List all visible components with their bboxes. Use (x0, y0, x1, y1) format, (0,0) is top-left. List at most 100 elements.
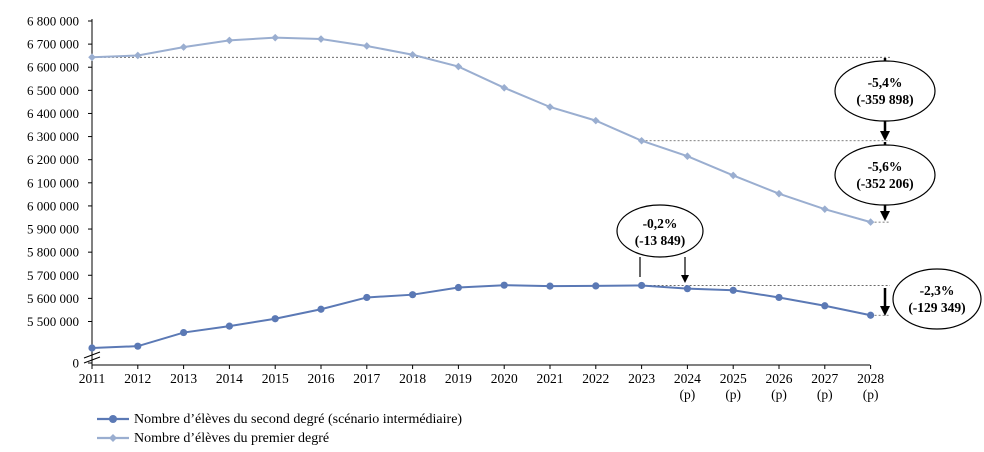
y-tick-label: 6 000 000 (27, 198, 79, 213)
data-point (867, 312, 874, 319)
y-tick-label: 5 600 000 (27, 291, 79, 306)
annotation-abs: (-13 849) (635, 233, 686, 248)
x-tick-label: 2017 (353, 371, 380, 386)
annotation-pct: -5,6% (868, 159, 903, 174)
y-tick-label: 6 100 000 (27, 175, 79, 190)
data-point (546, 283, 553, 290)
y-tick-label: 5 500 000 (27, 314, 79, 329)
data-point (226, 323, 233, 330)
data-point (409, 291, 416, 298)
annotation-bubble (617, 205, 703, 257)
data-point (684, 152, 692, 160)
x-tick-label: 2016 (308, 371, 335, 386)
x-tick-label: 2015 (262, 371, 289, 386)
x-tick-label: 2021 (537, 371, 564, 386)
data-point (729, 172, 737, 180)
x-tick-sublabel: (p) (771, 387, 787, 402)
arrow-head-icon (880, 211, 890, 221)
y-tick-label: 6 200 000 (27, 152, 79, 167)
data-point (867, 218, 875, 226)
y-tick-label: 6 500 000 (27, 83, 79, 98)
y-tick-label: 5 700 000 (27, 268, 79, 283)
y-tick-label: 6 300 000 (27, 129, 79, 144)
data-point (363, 294, 370, 301)
x-tick-label: 2023 (628, 371, 655, 386)
x-tick-label: 2014 (216, 371, 243, 386)
reference-lines (92, 57, 890, 315)
legend-circle-marker-icon (96, 412, 130, 426)
x-axis-ticks: 2011 2012 2013 2014 2015 2016 2017 2018 2019 2020… (79, 365, 885, 402)
x-tick-label: 2027 (811, 371, 838, 386)
annotation-bubble (835, 61, 935, 121)
data-point (455, 284, 462, 291)
data-point (638, 137, 646, 145)
data-point (88, 53, 96, 61)
y-tick-label: 6 700 000 (27, 37, 79, 52)
data-point (134, 343, 141, 350)
data-point (592, 117, 600, 125)
x-tick-label: 2022 (582, 371, 609, 386)
y-tick-label: 6 400 000 (27, 106, 79, 121)
y-tick-label: 6 800 000 (27, 14, 79, 29)
arrow-head-icon (681, 275, 689, 283)
annotation-abs: (-359 898) (856, 92, 913, 107)
data-point (546, 103, 554, 111)
x-tick-label: 2012 (124, 371, 151, 386)
series-line (92, 285, 871, 348)
data-point (226, 37, 234, 45)
y-tick-label: 0 (73, 356, 80, 371)
series-line (92, 38, 871, 222)
arrow-head-icon (880, 306, 890, 316)
series-layer (88, 34, 874, 352)
data-point (500, 84, 508, 92)
annotation-pct: -0,2% (643, 216, 678, 231)
x-tick-sublabel: (p) (817, 387, 833, 402)
data-point (684, 285, 691, 292)
annotation-bubble (893, 269, 981, 329)
data-point (271, 34, 279, 42)
data-point (317, 35, 325, 43)
data-point (134, 52, 142, 60)
data-point (317, 306, 324, 313)
arrow-head-icon (880, 131, 890, 141)
data-point (592, 282, 599, 289)
data-point (180, 43, 188, 51)
x-tick-sublabel: (p) (725, 387, 741, 402)
data-point (501, 282, 508, 289)
data-point (455, 63, 463, 71)
annotation-abs: (-129 349) (908, 300, 965, 315)
data-point (272, 315, 279, 322)
annotation-pct: -5,4% (868, 75, 903, 90)
x-tick-label: 2018 (399, 371, 426, 386)
data-point (730, 287, 737, 294)
x-tick-label: 2028 (857, 371, 884, 386)
x-tick-label: 2013 (170, 371, 197, 386)
data-point (180, 329, 187, 336)
y-tick-label: 6 600 000 (27, 60, 79, 75)
data-point (775, 294, 782, 301)
legend-label: Nombre d’élèves du second degré (scénari… (134, 410, 462, 429)
legend-diamond-marker-icon (96, 431, 130, 445)
x-tick-label: 2026 (766, 371, 793, 386)
data-point (638, 282, 645, 289)
data-point (821, 205, 829, 213)
y-tick-label: 5 900 000 (27, 222, 79, 237)
x-tick-label: 2025 (720, 371, 747, 386)
y-axis-ticks: 0 5 500 000 5 600 000 5 700 000 5 800 000 5 9… (27, 14, 92, 371)
data-point (821, 302, 828, 309)
x-tick-label: 2019 (445, 371, 472, 386)
x-tick-label: 2011 (79, 371, 106, 386)
x-tick-sublabel: (p) (863, 387, 879, 402)
x-tick-label: 2020 (491, 371, 518, 386)
annotation-pct: -2,3% (920, 283, 955, 298)
x-tick-label: 2024 (674, 371, 701, 386)
data-point (775, 190, 783, 198)
y-tick-label: 5 800 000 (27, 245, 79, 260)
data-point (363, 42, 371, 50)
annotation-bubble (835, 145, 935, 205)
x-tick-sublabel: (p) (680, 387, 696, 402)
data-point (88, 344, 95, 351)
legend-label: Nombre d’élèves du premier degré (134, 429, 329, 448)
annotation-abs: (-352 206) (856, 176, 913, 191)
